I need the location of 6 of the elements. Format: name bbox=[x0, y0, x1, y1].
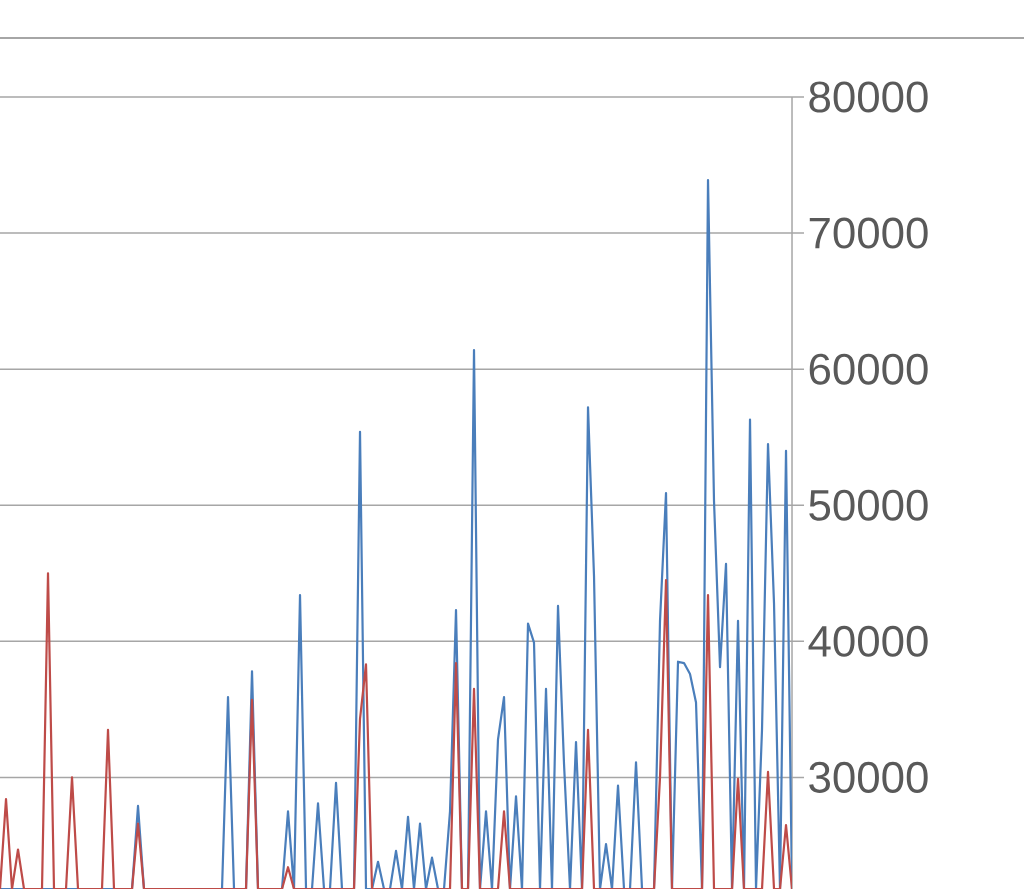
y-tick-label: 40000 bbox=[808, 625, 928, 657]
y-tick-label: 50000 bbox=[809, 489, 928, 521]
y-tick-label: 60000 bbox=[809, 353, 928, 385]
y-tick-label: 30000 bbox=[809, 761, 928, 793]
y-tick-label: 80000 bbox=[809, 81, 928, 113]
y-tick-label: 70000 bbox=[809, 217, 928, 249]
